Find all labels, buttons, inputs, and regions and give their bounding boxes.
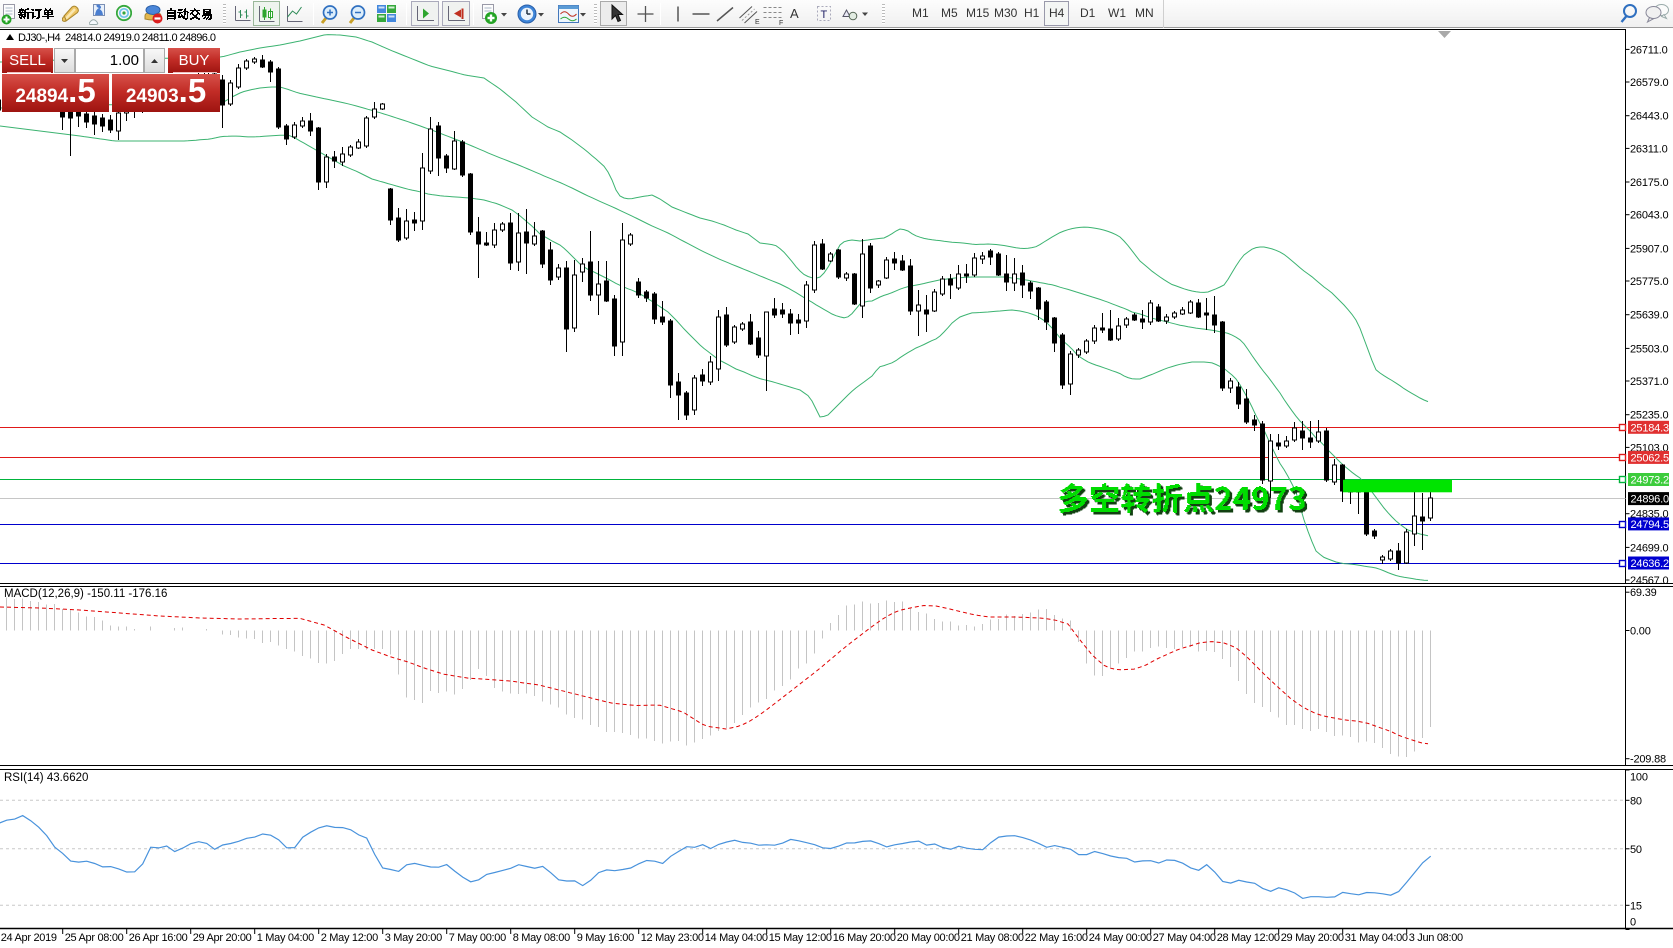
svg-text:-209.88: -209.88 bbox=[1630, 754, 1666, 766]
svg-text:26579.0: 26579.0 bbox=[1630, 77, 1668, 89]
svg-text:29 May 20:00: 29 May 20:00 bbox=[1281, 932, 1344, 944]
svg-text:1 May 04:00: 1 May 04:00 bbox=[257, 932, 314, 944]
svg-text:26 Apr 16:00: 26 Apr 16:00 bbox=[129, 932, 188, 944]
svg-text:15: 15 bbox=[1630, 900, 1642, 912]
svg-text:29 Apr 20:00: 29 Apr 20:00 bbox=[193, 932, 252, 944]
svg-text:3 Jun 08:00: 3 Jun 08:00 bbox=[1409, 932, 1463, 944]
svg-text:0: 0 bbox=[1630, 917, 1636, 929]
svg-text:24636.2: 24636.2 bbox=[1631, 558, 1669, 570]
svg-text:F: F bbox=[779, 20, 783, 25]
svg-text:15 May 12:00: 15 May 12:00 bbox=[769, 932, 832, 944]
svg-text:16 May 20:00: 16 May 20:00 bbox=[833, 932, 896, 944]
svg-text:25775.0: 25775.0 bbox=[1630, 276, 1668, 288]
svg-text:25371.0: 25371.0 bbox=[1630, 376, 1668, 388]
svg-text:20 May 00:00: 20 May 00:00 bbox=[897, 932, 960, 944]
svg-text:25503.0: 25503.0 bbox=[1630, 343, 1668, 355]
svg-text:25184.3: 25184.3 bbox=[1631, 422, 1669, 434]
svg-text:26043.0: 26043.0 bbox=[1630, 210, 1668, 222]
svg-text:22 May 16:00: 22 May 16:00 bbox=[1025, 932, 1088, 944]
svg-text:28 May 12:00: 28 May 12:00 bbox=[1217, 932, 1280, 944]
svg-text:21 May 08:00: 21 May 08:00 bbox=[961, 932, 1024, 944]
svg-text:24896.0: 24896.0 bbox=[1631, 494, 1669, 506]
svg-text:2 May 12:00: 2 May 12:00 bbox=[321, 932, 378, 944]
svg-text:31 May 04:00: 31 May 04:00 bbox=[1345, 932, 1408, 944]
svg-text:RSI(14) 43.6620: RSI(14) 43.6620 bbox=[4, 772, 88, 784]
svg-text:50: 50 bbox=[1630, 844, 1642, 856]
svg-text:12 May 23:00: 12 May 23:00 bbox=[641, 932, 704, 944]
svg-text:69.39: 69.39 bbox=[1630, 587, 1657, 599]
svg-text:14 May 04:00: 14 May 04:00 bbox=[705, 932, 768, 944]
svg-text:24567.0: 24567.0 bbox=[1630, 575, 1668, 587]
svg-text:7 May 00:00: 7 May 00:00 bbox=[449, 932, 506, 944]
svg-text:27 May 04:00: 27 May 04:00 bbox=[1153, 932, 1216, 944]
svg-text:26443.0: 26443.0 bbox=[1630, 111, 1668, 123]
svg-text:26311.0: 26311.0 bbox=[1630, 143, 1668, 155]
svg-text:25 Apr 08:00: 25 Apr 08:00 bbox=[65, 932, 124, 944]
svg-text:0.00: 0.00 bbox=[1630, 626, 1651, 638]
svg-text:8 May 08:00: 8 May 08:00 bbox=[513, 932, 570, 944]
svg-text:MACD(12,26,9) -150.11 -176.16: MACD(12,26,9) -150.11 -176.16 bbox=[4, 588, 167, 600]
svg-text:24699.0: 24699.0 bbox=[1630, 542, 1668, 554]
svg-text:24794.5: 24794.5 bbox=[1631, 519, 1669, 531]
svg-text:24 May 00:00: 24 May 00:00 bbox=[1089, 932, 1152, 944]
svg-text:9 May 16:00: 9 May 16:00 bbox=[577, 932, 634, 944]
svg-text:80: 80 bbox=[1630, 795, 1642, 807]
svg-text:24 Apr 2019: 24 Apr 2019 bbox=[1, 932, 57, 944]
svg-text:3 May 20:00: 3 May 20:00 bbox=[385, 932, 442, 944]
svg-text:T: T bbox=[821, 9, 828, 21]
svg-text:25235.0: 25235.0 bbox=[1630, 410, 1668, 422]
svg-text:25907.0: 25907.0 bbox=[1630, 243, 1668, 255]
svg-text:26711.0: 26711.0 bbox=[1630, 44, 1668, 56]
svg-text:25639.0: 25639.0 bbox=[1630, 310, 1668, 322]
svg-text:25062.5: 25062.5 bbox=[1631, 452, 1669, 464]
svg-text:26175.0: 26175.0 bbox=[1630, 177, 1668, 189]
svg-text:24973.2: 24973.2 bbox=[1631, 475, 1669, 487]
svg-text:E: E bbox=[755, 19, 760, 25]
svg-text:100: 100 bbox=[1630, 772, 1648, 784]
